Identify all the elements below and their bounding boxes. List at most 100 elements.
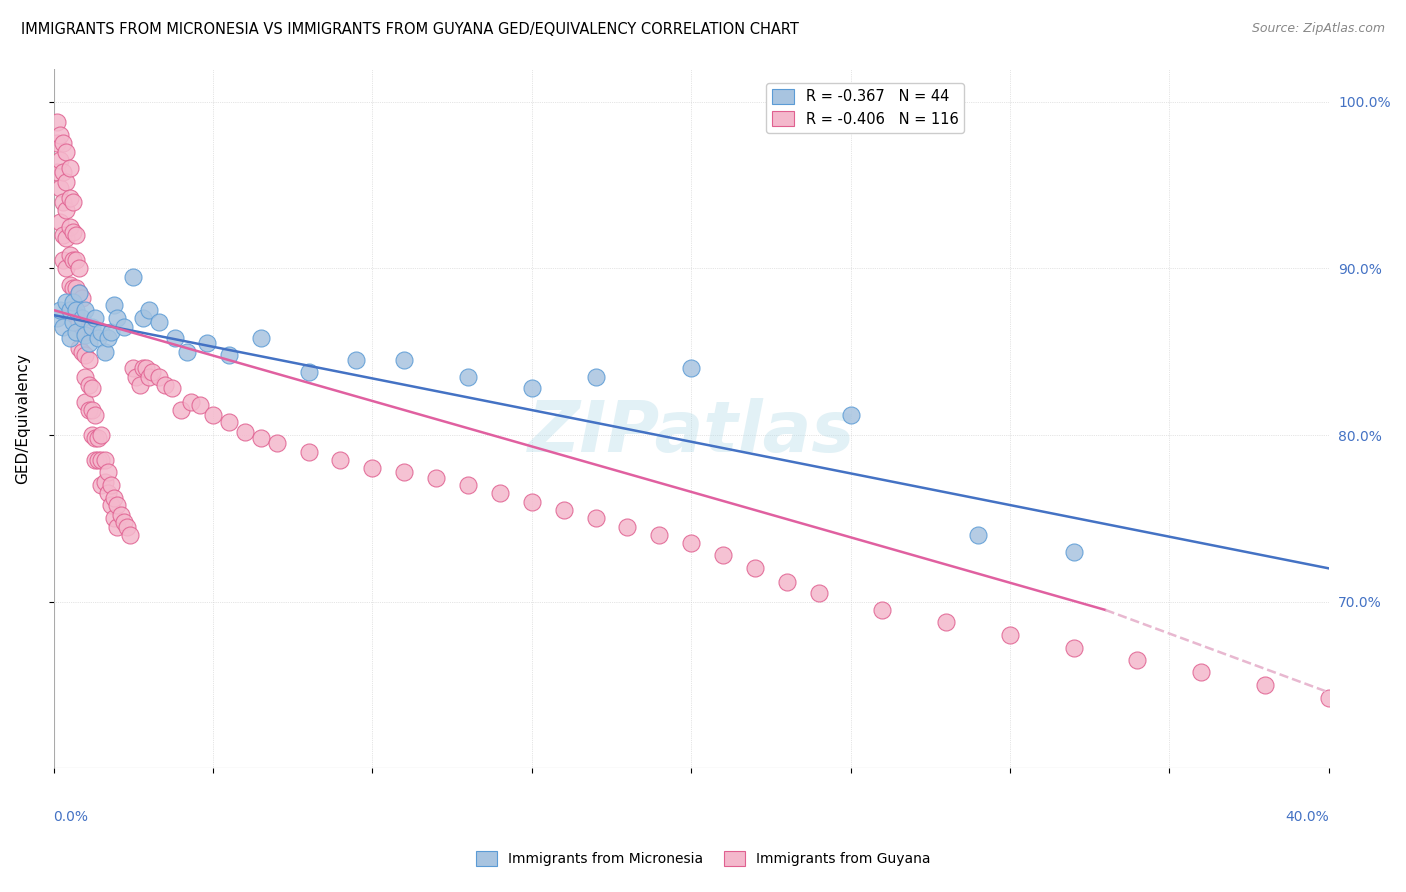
Point (58, 303, 80, 318)
Point (233, 425, 256, 439)
Point (49, 181, 72, 195)
Point (132, 311, 155, 326)
Point (62, 194, 84, 209)
Point (648, 528, 671, 542)
Point (65, 325, 87, 339)
Point (67, 342, 90, 356)
Point (115, 519, 138, 533)
Point (62, 253, 84, 268)
Point (52, 165, 75, 179)
Point (87, 453, 110, 467)
Point (122, 361, 145, 376)
Point (100, 478, 122, 492)
Point (75, 369, 97, 384)
Point (52, 136, 75, 151)
Point (249, 431, 271, 445)
Point (84, 311, 107, 326)
Point (75, 328, 97, 343)
Point (110, 508, 132, 522)
Point (103, 491, 125, 506)
Point (72, 292, 94, 306)
Point (90, 478, 112, 492)
Point (553, 503, 575, 517)
Point (394, 353, 416, 368)
Point (80, 428, 103, 442)
Point (711, 548, 734, 562)
Point (45, 311, 67, 326)
Point (58, 161, 80, 176)
Point (75, 348, 97, 362)
Point (103, 511, 125, 525)
Point (75, 303, 97, 318)
Point (138, 369, 160, 384)
Point (298, 365, 321, 379)
Point (65, 228, 87, 243)
Point (616, 519, 638, 533)
Point (163, 331, 186, 345)
Point (839, 408, 862, 422)
Point (520, 381, 543, 395)
Point (681, 536, 703, 550)
Point (72, 311, 94, 326)
Point (62, 294, 84, 309)
Point (776, 574, 799, 589)
Point (65, 303, 87, 318)
Point (160, 381, 183, 395)
Point (128, 378, 150, 392)
Point (77, 403, 100, 417)
Point (80, 381, 103, 395)
Point (681, 361, 703, 376)
Point (75, 325, 97, 339)
Point (105, 311, 128, 326)
Point (58, 219, 80, 234)
Point (49, 153, 72, 168)
Legend: R = -0.367   N = 44, R = -0.406   N = 116: R = -0.367 N = 44, R = -0.406 N = 116 (766, 83, 965, 133)
Point (457, 369, 479, 384)
Point (97, 465, 120, 479)
Point (45, 165, 67, 179)
Point (188, 398, 211, 412)
Point (55, 231, 77, 245)
Point (62, 225, 84, 239)
Point (361, 461, 384, 475)
Point (585, 369, 607, 384)
Point (84, 453, 107, 467)
Point (329, 453, 352, 467)
Point (80, 403, 103, 417)
Point (58, 278, 80, 293)
Point (52, 228, 75, 243)
Point (103, 298, 125, 312)
Point (1381, 703, 1403, 717)
Point (67, 286, 90, 301)
Point (97, 331, 120, 345)
Point (67, 261, 90, 276)
Point (1317, 691, 1340, 706)
Point (201, 408, 224, 422)
Point (744, 561, 766, 575)
Point (58, 331, 80, 345)
Point (122, 269, 145, 284)
Point (90, 428, 112, 442)
Point (65, 253, 87, 268)
Point (346, 353, 368, 368)
Point (120, 528, 142, 542)
Point (84, 408, 107, 422)
Point (138, 303, 160, 318)
Point (87, 431, 110, 445)
Point (49, 215, 72, 229)
Point (135, 361, 157, 376)
Point (93, 344, 115, 359)
Point (45, 136, 67, 151)
Point (84, 431, 107, 445)
Point (67, 315, 90, 329)
Point (62, 281, 84, 295)
Point (58, 248, 80, 262)
Point (52, 253, 75, 268)
Text: 40.0%: 40.0% (1285, 810, 1329, 824)
Point (807, 586, 830, 600)
Point (170, 403, 193, 417)
Point (90, 453, 112, 467)
Point (872, 603, 894, 617)
Y-axis label: GED/Equivalency: GED/Equivalency (15, 353, 30, 483)
Text: ZIPatlas: ZIPatlas (527, 398, 855, 467)
